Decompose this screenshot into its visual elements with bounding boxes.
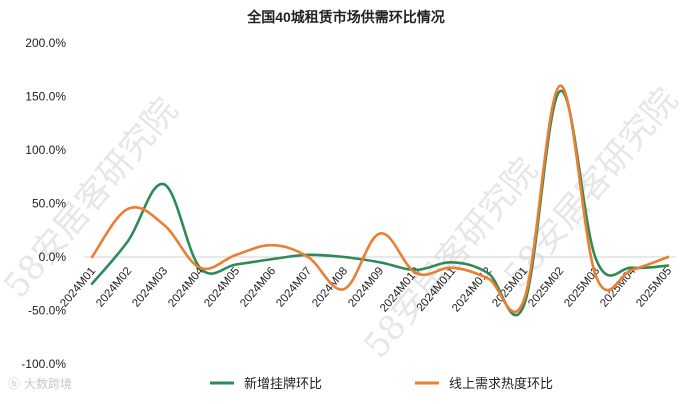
x-tick-label: 2024M04: [166, 265, 206, 310]
series-lines: [90, 84, 670, 317]
logo-icon: ⓑ: [8, 377, 20, 391]
y-tick-label: 50.0%: [32, 197, 66, 211]
legend-label: 线上需求热度环比: [449, 376, 553, 391]
legend-label: 新增挂牌环比: [244, 376, 322, 391]
x-tick-label: 2024M05: [202, 265, 242, 309]
logo: ⓑ 大数跨境: [8, 376, 72, 391]
legend: 新增挂牌环比 线上需求热度环比: [210, 376, 553, 391]
y-tick-label: 150.0%: [25, 90, 66, 104]
x-tick-label: 2024M06: [238, 265, 278, 309]
chart-title: 全国40城租赁市场供需环比情况: [246, 9, 445, 25]
y-tick-label: -100.0%: [21, 357, 66, 371]
y-axis: -100.0% -50.0% 0.0% 50.0% 100.0% 150.0% 200.0%: [21, 36, 66, 371]
x-axis: 2024M012024M022024M032024M042024M052024M…: [58, 265, 674, 315]
y-tick-label: 100.0%: [25, 143, 66, 157]
x-tick-label: 2024M02: [94, 265, 134, 309]
x-tick-label: 2025M03: [562, 265, 602, 309]
y-tick-label: 200.0%: [25, 36, 66, 50]
x-tick-label: 2024M03: [130, 265, 170, 309]
x-tick-label: 2024M01: [58, 265, 98, 309]
y-tick-label: -50.0%: [28, 304, 66, 318]
y-tick-label: 0.0%: [39, 250, 67, 264]
logo-text: 大数跨境: [24, 376, 72, 391]
x-tick-label: 2025M05: [634, 265, 674, 309]
series-line-2: [90, 84, 670, 314]
x-tick-label: 2024M07: [274, 265, 314, 309]
